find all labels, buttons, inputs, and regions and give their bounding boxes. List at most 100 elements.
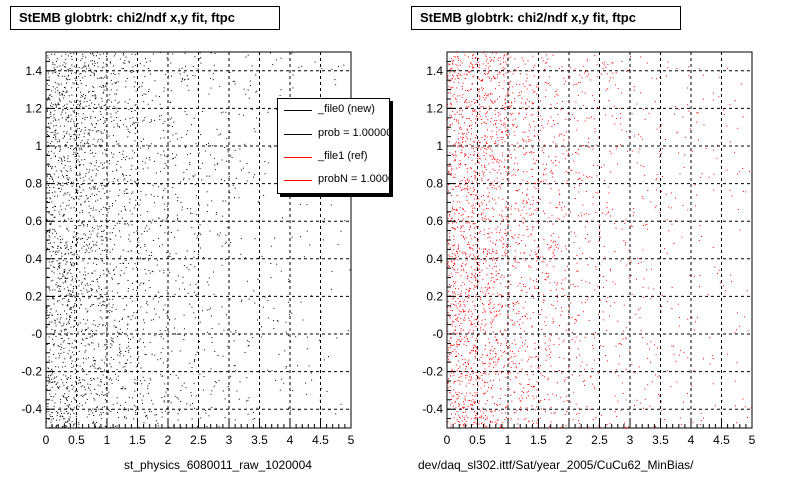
scatter-point <box>474 318 476 320</box>
scatter-point <box>525 245 527 247</box>
scatter-point <box>94 195 96 196</box>
scatter-point <box>457 146 459 148</box>
scatter-point <box>86 238 88 240</box>
scatter-point <box>529 318 531 320</box>
y-tick-label: 0.4 <box>25 252 42 266</box>
scatter-point <box>67 413 69 415</box>
scatter-point <box>463 310 465 312</box>
x-tick-label: 2.5 <box>190 433 207 447</box>
scatter-point <box>51 214 53 216</box>
scatter-point <box>234 80 236 82</box>
scatter-point <box>79 195 81 197</box>
scatter-point <box>254 174 255 176</box>
scatter-point <box>51 214 53 216</box>
scatter-point <box>70 135 71 137</box>
scatter-point <box>276 320 278 322</box>
scatter-point <box>464 122 465 124</box>
scatter-point <box>257 278 259 280</box>
scatter-point <box>52 338 53 340</box>
scatter-point <box>533 186 535 188</box>
scatter-point <box>482 354 484 356</box>
scatter-point <box>144 380 146 382</box>
scatter-point <box>115 53 116 55</box>
scatter-point <box>451 206 453 208</box>
scatter-point <box>470 418 472 420</box>
scatter-point <box>469 226 471 228</box>
scatter-point <box>465 292 467 294</box>
scatter-point <box>127 328 129 330</box>
scatter-point <box>94 65 95 67</box>
scatter-point <box>239 148 241 150</box>
scatter-point <box>139 199 141 201</box>
scatter-point <box>169 256 171 258</box>
scatter-point <box>485 141 487 143</box>
scatter-point <box>474 109 476 110</box>
scatter-point <box>148 147 149 149</box>
scatter-point <box>509 388 511 390</box>
scatter-point <box>75 164 77 166</box>
scatter-point <box>492 162 494 164</box>
scatter-point <box>97 141 99 143</box>
scatter-point <box>464 395 466 397</box>
scatter-point <box>473 288 475 290</box>
scatter-point <box>454 402 456 404</box>
scatter-point <box>87 310 89 312</box>
scatter-point <box>239 160 241 162</box>
scatter-point <box>490 312 492 314</box>
scatter-point <box>55 357 57 359</box>
scatter-point <box>55 410 57 412</box>
scatter-point <box>124 208 126 210</box>
scatter-point <box>504 99 506 101</box>
scatter-point <box>69 165 71 167</box>
scatter-point <box>508 88 510 90</box>
scatter-point <box>269 295 271 297</box>
scatter-point <box>83 94 85 95</box>
scatter-point <box>208 142 209 144</box>
scatter-point <box>103 394 105 396</box>
scatter-point <box>517 418 519 420</box>
scatter-point <box>80 103 82 105</box>
scatter-point <box>467 216 469 218</box>
scatter-point <box>279 389 281 391</box>
scatter-point <box>76 378 78 380</box>
scatter-point <box>100 132 102 134</box>
scatter-point <box>206 281 208 283</box>
scatter-point <box>457 77 459 79</box>
scatter-point <box>164 188 166 190</box>
scatter-point <box>309 244 311 246</box>
scatter-point <box>78 250 80 252</box>
scatter-point <box>89 187 91 189</box>
scatter-point <box>100 114 102 115</box>
scatter-point <box>490 138 492 140</box>
scatter-point <box>60 239 61 241</box>
scatter-point <box>119 349 121 351</box>
scatter-point <box>49 414 51 416</box>
scatter-point <box>306 348 308 350</box>
scatter-point <box>495 244 497 246</box>
scatter-point <box>86 225 88 227</box>
scatter-point <box>92 332 94 334</box>
scatter-point <box>59 318 61 320</box>
scatter-point <box>530 139 532 141</box>
scatter-point <box>129 175 131 176</box>
scatter-point <box>78 67 80 69</box>
scatter-point <box>219 133 221 135</box>
scatter-point <box>96 279 98 281</box>
scatter-point <box>88 90 90 92</box>
scatter-point <box>457 367 459 369</box>
scatter-point <box>300 236 302 238</box>
scatter-point <box>210 87 212 89</box>
scatter-point <box>123 407 125 409</box>
scatter-point <box>49 370 51 372</box>
scatter-point <box>60 113 62 115</box>
scatter-point <box>74 72 76 74</box>
scatter-point <box>107 271 109 273</box>
scatter-point <box>66 227 68 229</box>
scatter-point <box>199 52 201 54</box>
scatter-point <box>77 87 79 89</box>
scatter-point <box>464 340 466 342</box>
scatter-point <box>454 263 456 265</box>
scatter-point <box>102 300 104 302</box>
scatter-point <box>507 216 509 218</box>
scatter-point <box>491 345 493 347</box>
